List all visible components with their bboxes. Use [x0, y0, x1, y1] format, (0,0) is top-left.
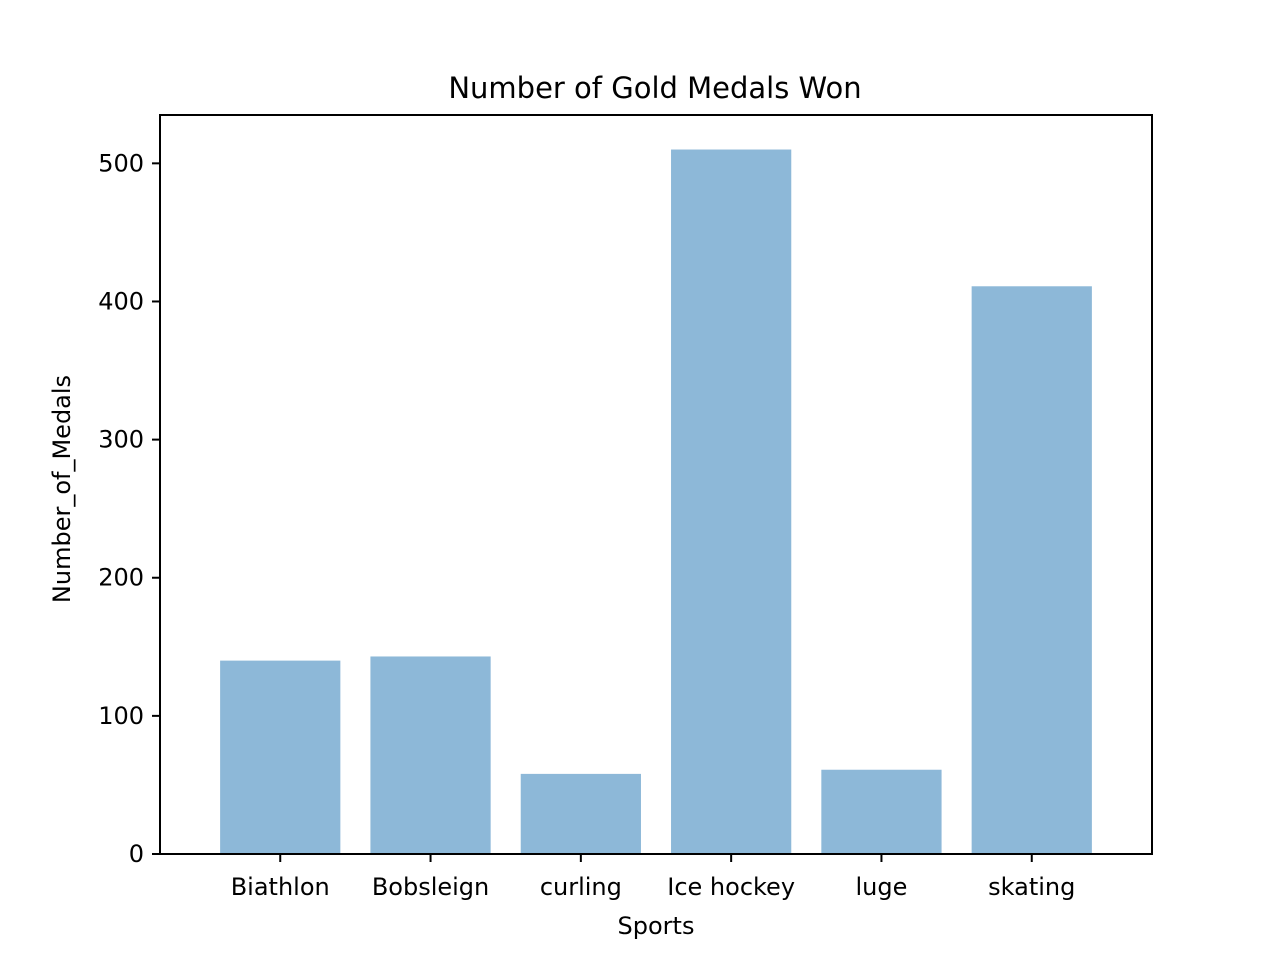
x-tick-label: Ice hockey — [667, 873, 795, 901]
x-tick-label: Bobsleign — [372, 873, 489, 901]
bar-skating — [971, 286, 1092, 854]
bar-curling — [520, 773, 641, 854]
x-tick-label: Biathlon — [231, 873, 330, 901]
y-axis-label: Number_of_Medals — [48, 375, 76, 603]
y-tick-label: 0 — [129, 840, 144, 868]
y-axis-ticks: 0 100 200 300 400 500 — [98, 149, 160, 868]
y-tick-label: 300 — [98, 426, 144, 454]
y-tick-label: 100 — [98, 702, 144, 730]
y-tick-label: 500 — [98, 149, 144, 177]
plot-frame — [159, 114, 1153, 855]
bar-ice-hockey — [671, 149, 792, 854]
y-tick-label: 200 — [98, 564, 144, 592]
bar-biathlon — [220, 660, 341, 854]
x-axis-ticks: Biathlon Bobsleign curling Ice hockey luge sk… — [231, 854, 1075, 901]
bar-bobsleign — [370, 656, 491, 854]
x-axis-label: Sports — [618, 912, 695, 940]
bar-luge — [821, 769, 942, 854]
y-tick-label: 400 — [98, 287, 144, 315]
x-tick-label: skating — [988, 873, 1075, 901]
x-tick-label: curling — [540, 873, 622, 901]
bars-group — [220, 149, 1092, 854]
chart-title: Number of Gold Medals Won — [448, 71, 861, 105]
x-tick-label: luge — [856, 873, 908, 901]
